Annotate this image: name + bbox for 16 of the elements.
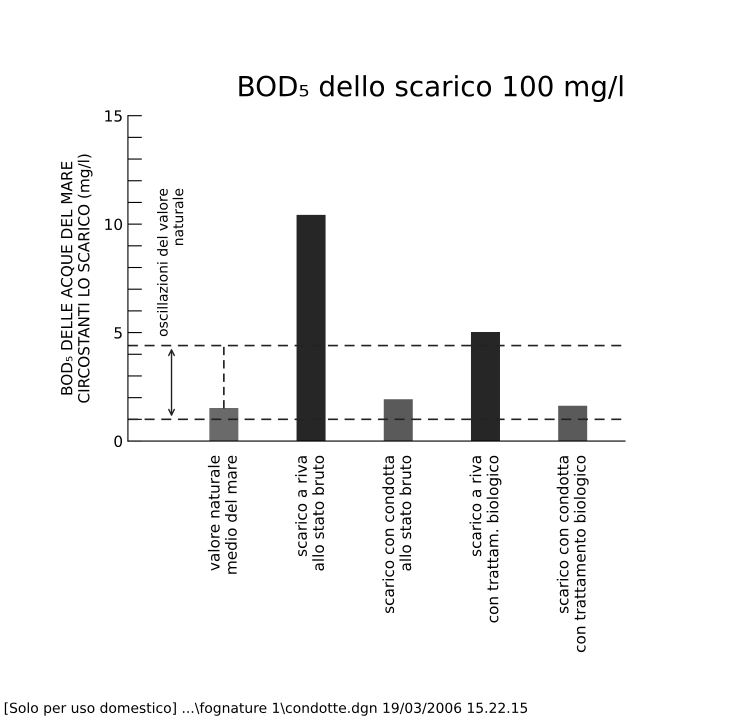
- y-axis-title: BOD₅ DELLE ACQUE DEL MARE CIRCOSTANTI LO SCARICO (mg/l): [60, 154, 93, 403]
- y-tick-label: 15: [105, 110, 122, 122]
- y-tick-label: 10: [105, 218, 122, 230]
- bar: [384, 399, 413, 442]
- y-tick-label: 0: [114, 435, 122, 448]
- x-tick-label: scarico con condotta con trattamento biologico: [556, 456, 589, 652]
- x-tick-label: scarico a riva allo stato bruto: [295, 456, 324, 571]
- x-tick-label: valore naturale medio del mare: [208, 456, 237, 574]
- chart-title: BOD₅ dello scarico 100 mg/l: [239, 75, 622, 102]
- bar: [558, 406, 588, 442]
- text: [Solo per uso domestico] ...\fognature 1\condotte.dgn 19/03/2006 15.22.15: [4, 702, 528, 716]
- x-tick-label: scarico a riva con trattam. biologico: [470, 456, 502, 623]
- x-tick-label: scarico con condotta allo stato bruto: [382, 456, 412, 614]
- bar: [209, 408, 238, 442]
- annotation: oscillazioni del valore naturale: [157, 188, 184, 336]
- y-tick-label: 5: [114, 327, 122, 339]
